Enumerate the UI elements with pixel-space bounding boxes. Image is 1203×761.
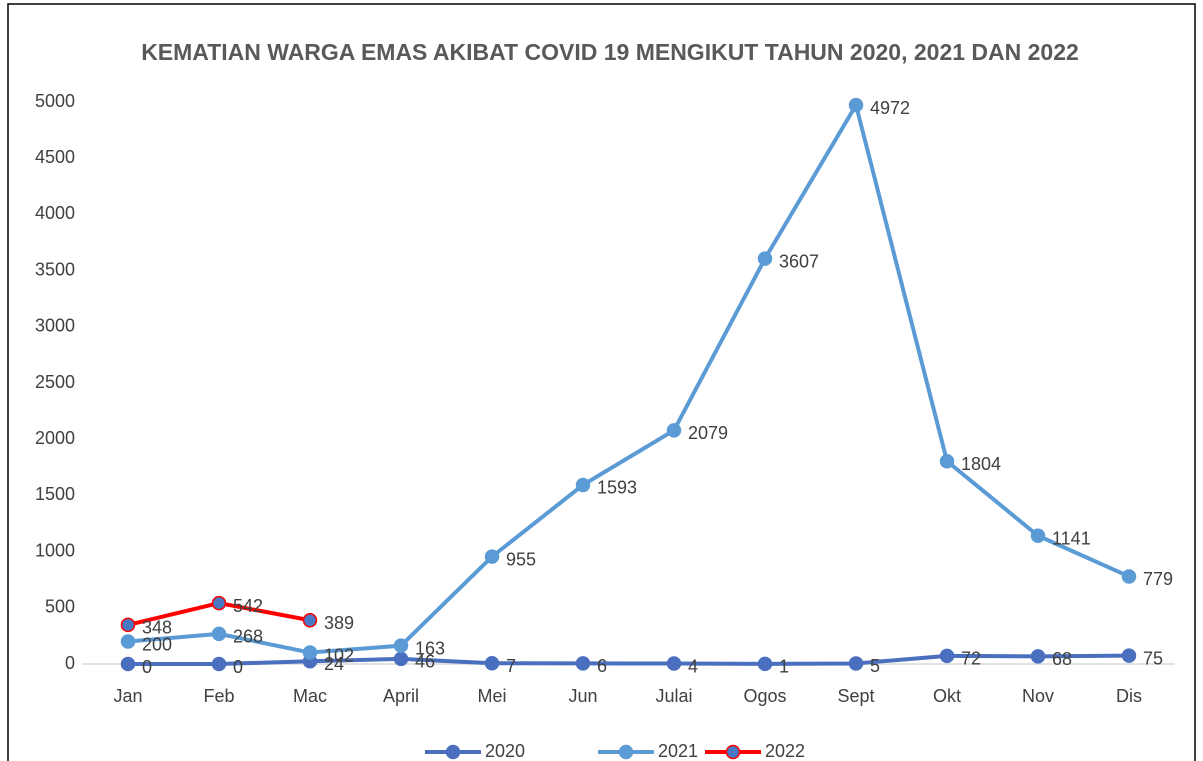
data-label: 268	[233, 627, 263, 647]
y-tick-label: 4000	[35, 203, 75, 223]
x-tick-label: Feb	[203, 686, 234, 706]
data-label: 6	[597, 656, 607, 676]
data-label: 4	[688, 656, 698, 676]
point	[757, 251, 773, 266]
y-tick-label: 2500	[35, 372, 75, 392]
data-label: 200	[142, 634, 172, 654]
point	[1121, 648, 1137, 663]
point	[848, 656, 864, 671]
point	[757, 656, 773, 672]
data-label: 75	[1143, 648, 1163, 668]
x-tick-label: Mac	[293, 686, 327, 706]
x-tick-label: Sept	[837, 686, 874, 706]
legend-label: 2022	[765, 741, 805, 761]
data-label: 955	[506, 549, 536, 569]
data-label: 5	[870, 656, 880, 676]
data-label: 72	[961, 649, 981, 669]
data-label: 102	[324, 645, 354, 665]
data-label: 0	[142, 657, 152, 677]
legend-marker	[445, 744, 461, 760]
frame	[7, 3, 1196, 761]
y-tick-label: 500	[45, 597, 75, 617]
point	[1030, 649, 1046, 664]
point	[1030, 528, 1046, 544]
x-tick-label: Ogos	[743, 686, 786, 706]
data-label: 1	[779, 657, 789, 677]
point	[393, 651, 409, 667]
point	[120, 656, 136, 672]
data-label: 1141	[1052, 529, 1091, 549]
x-tick-label: April	[383, 686, 419, 706]
x-tick-label: Jun	[568, 686, 597, 706]
x-tick-label: Mei	[477, 686, 506, 706]
legend-marker	[618, 744, 634, 760]
point	[484, 549, 500, 564]
point	[575, 656, 591, 671]
data-label: 3607	[779, 251, 819, 271]
point	[211, 595, 227, 611]
y-tick-label: 1000	[35, 540, 75, 560]
point	[939, 453, 955, 469]
data-label: 1593	[597, 478, 637, 498]
data-label: 542	[233, 596, 263, 616]
data-label: 68	[1052, 649, 1072, 669]
y-tick-label: 5000	[35, 91, 75, 111]
data-label: 389	[324, 613, 354, 633]
data-label: 163	[415, 638, 445, 658]
y-tick-label: 3500	[35, 259, 75, 279]
data-label: 0	[233, 657, 243, 677]
point	[393, 638, 409, 653]
x-tick-label: Nov	[1022, 686, 1054, 706]
point	[575, 477, 591, 493]
data-label: 24	[324, 654, 344, 674]
point	[484, 655, 500, 671]
data-label: 7	[506, 656, 516, 676]
data-label: 1804	[961, 454, 1001, 474]
y-tick-label: 3000	[35, 316, 75, 336]
y-tick-label: 0	[65, 653, 75, 673]
point	[211, 626, 227, 642]
data-label: 4972	[870, 98, 910, 118]
point	[302, 613, 318, 628]
data-label: 46	[415, 652, 435, 672]
point	[1121, 569, 1137, 584]
y-tick-label: 4500	[35, 147, 75, 167]
point	[939, 648, 955, 664]
point	[666, 656, 682, 671]
legend-label: 2020	[485, 741, 525, 761]
data-label: 2079	[688, 423, 728, 443]
x-tick-label: Jan	[113, 686, 142, 706]
x-tick-label: Julai	[655, 686, 692, 706]
point	[666, 423, 682, 438]
x-tick-label: Dis	[1116, 686, 1142, 706]
data-label: 779	[1143, 569, 1173, 589]
series-line	[128, 653, 1130, 666]
point	[211, 656, 227, 672]
series-line	[127, 103, 1130, 655]
legend-label: 2021	[658, 741, 698, 761]
point	[848, 97, 864, 113]
point	[302, 645, 318, 660]
legend-marker	[725, 744, 741, 760]
y-tick-label: 2000	[35, 428, 75, 448]
point	[120, 617, 136, 633]
x-tick-label: Okt	[933, 686, 961, 706]
data-label: 348	[142, 618, 172, 638]
y-tick-label: 1500	[35, 484, 75, 504]
chart-title: KEMATIAN WARGA EMAS AKIBAT COVID 19 MENG…	[141, 39, 1079, 65]
point	[120, 634, 136, 649]
